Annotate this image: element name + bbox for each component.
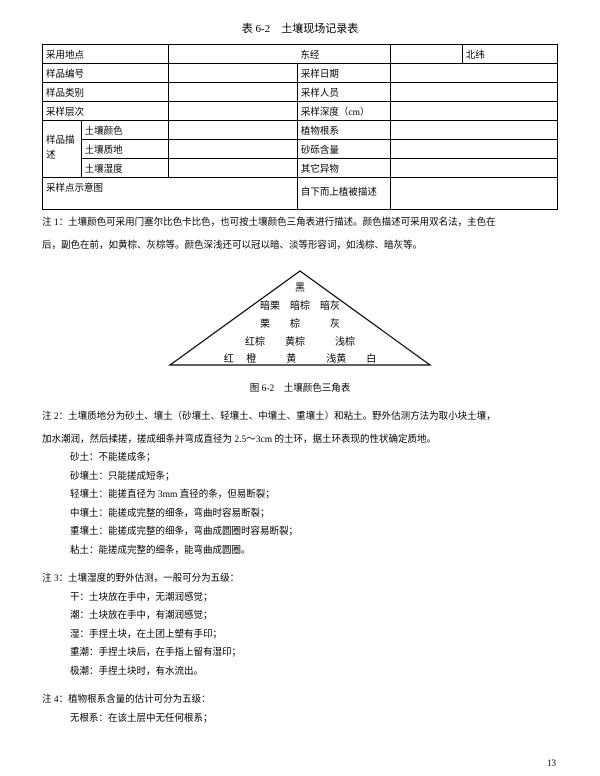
n4-item-a: 无根系：在该土层中无任何根系； bbox=[70, 710, 558, 729]
tri-l1: 黑 bbox=[295, 282, 305, 294]
cell-root-label: 植物根系 bbox=[297, 121, 390, 140]
tri-l3: 栗 棕 灰 bbox=[260, 317, 340, 330]
note-2-line2: 加水潮润，然后揉搓，搓成细条并弯成直径为 2.5～3cm 的土环，据土环表现的性… bbox=[42, 431, 558, 450]
n2-item-a: 砂土：不能搓成条； bbox=[70, 449, 558, 468]
cell-gravel-label: 砂砾含量 bbox=[297, 140, 390, 159]
cell-location-val bbox=[169, 45, 298, 64]
cell-depth-val bbox=[390, 102, 557, 121]
cell-date-label: 采样日期 bbox=[297, 64, 390, 83]
page-number: 13 bbox=[547, 758, 556, 768]
n3-item-b: 潮：土块放在手中，有潮润感觉； bbox=[70, 607, 558, 626]
n2-item-d: 中壤土：能搓成完整的细条，弯曲时容易断裂； bbox=[70, 505, 558, 524]
cell-root-val bbox=[390, 121, 557, 140]
tri-l5: 红 橙 黄 浅黄 白 bbox=[224, 352, 377, 365]
n3-item-e: 极潮：手捏土块时，有水流出。 bbox=[70, 663, 558, 682]
cell-date-val bbox=[390, 64, 557, 83]
cell-north-lat: 北纬 bbox=[462, 45, 557, 64]
tri-l2: 暗栗 暗棕 暗灰 bbox=[260, 299, 340, 312]
cell-desc-group: 样品描述 bbox=[43, 121, 82, 178]
note-1-line1: 注 1：土壤颜色可采用门塞尔比色卡比色，也可按土壤颜色三角表进行描述。颜色描述可… bbox=[42, 214, 558, 233]
n2-item-e: 重壤土：能搓成完整的细条，弯曲成圆圈时容易断裂； bbox=[70, 523, 558, 542]
cell-layer-val bbox=[169, 102, 298, 121]
n2-item-c: 轻壤土：能搓直径为 3mm 直径的条，但易断裂； bbox=[70, 486, 558, 505]
tri-l4: 红棕 黄棕 浅棕 bbox=[245, 335, 355, 348]
cell-east-val bbox=[390, 45, 462, 64]
cell-sample-type-label: 样品类别 bbox=[43, 83, 169, 102]
cell-sketch-label: 采样点示意图 bbox=[43, 178, 298, 210]
cell-texture-label: 土壤质地 bbox=[81, 140, 169, 159]
soil-record-table: 采用地点 东经 北纬 样品编号 采样日期 样品类别 采样人员 采样层次 采样深度… bbox=[42, 44, 558, 210]
cell-staff-label: 采样人员 bbox=[297, 83, 390, 102]
cell-sample-no-label: 样品编号 bbox=[43, 64, 169, 83]
cell-staff-val bbox=[390, 83, 557, 102]
cell-moisture-label: 土壤湿度 bbox=[81, 159, 169, 178]
cell-east-long: 东经 bbox=[297, 45, 390, 64]
cell-layer-label: 采样层次 bbox=[43, 102, 169, 121]
note-3-line1: 注 3：土壤湿度的野外估测，一般可分为五级： bbox=[42, 570, 558, 589]
cell-sample-no-val bbox=[169, 64, 298, 83]
cell-moisture-val bbox=[169, 159, 298, 178]
triangle-caption: 图 6-2 土壤颜色三角表 bbox=[42, 380, 558, 394]
cell-veg-label: 自下而上植被描述 bbox=[297, 178, 390, 210]
note-1-line2: 后，副色在前，如黄棕、灰棕等。颜色深浅还可以冠以暗、淡等形容词，如浅棕、暗灰等。 bbox=[42, 237, 558, 256]
table-title: 表 6-2 土壤现场记录表 bbox=[42, 20, 558, 36]
cell-sample-type-val bbox=[169, 83, 298, 102]
n3-item-d: 重潮：手捏土块后，在手指上留有湿印； bbox=[70, 644, 558, 663]
n3-item-c: 湿：手捏土块，在土团上塑有手印； bbox=[70, 626, 558, 645]
cell-depth-label: 采样深度（cm） bbox=[297, 102, 390, 121]
n2-item-b: 砂壤土：只能搓成短条； bbox=[70, 468, 558, 487]
cell-gravel-val bbox=[390, 140, 557, 159]
note-4-line1: 注 4：植物根系含量的估计可分为五级： bbox=[42, 691, 558, 710]
color-triangle: 黑 暗栗 暗棕 暗灰 栗 棕 灰 红棕 黄棕 浅棕 红 橙 黄 浅黄 白 bbox=[42, 265, 558, 376]
cell-soil-color-label: 土壤颜色 bbox=[81, 121, 169, 140]
n2-item-f: 粘土：能搓成完整的细条，能弯曲成圆圈。 bbox=[70, 542, 558, 561]
cell-veg-val bbox=[390, 178, 557, 210]
cell-other-val bbox=[390, 159, 557, 178]
cell-soil-color-val bbox=[169, 121, 298, 140]
cell-other-label: 其它异物 bbox=[297, 159, 390, 178]
n3-item-a: 干：土块放在手中，无潮润感觉； bbox=[70, 589, 558, 608]
note-2-line1: 注 2：土壤质地分为砂土、壤土（砂壤土、轻壤土、中壤土、重壤土）和粘土。野外估测… bbox=[42, 408, 558, 427]
cell-texture-val bbox=[169, 140, 298, 159]
cell-location-label: 采用地点 bbox=[43, 45, 169, 64]
